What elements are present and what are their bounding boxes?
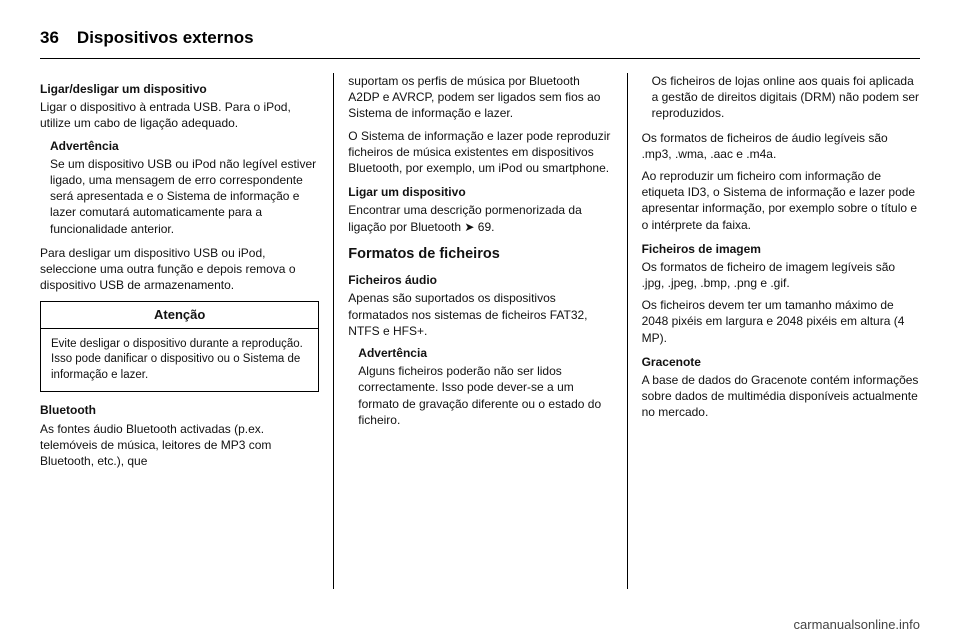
content-columns: Ligar/desligar um dispositivo Ligar o di… bbox=[40, 73, 920, 589]
caution-box: Atenção Evite desligar o dispositivo dur… bbox=[40, 301, 319, 392]
header-rule bbox=[40, 58, 920, 59]
manual-page: 36 Dispositivos externos Ligar/desligar … bbox=[0, 0, 960, 642]
paragraph: Encontrar uma descrição pormenorizada da… bbox=[348, 202, 612, 234]
paragraph: As fontes áudio Bluetooth activadas (p.e… bbox=[40, 421, 319, 470]
footer-source: carmanualsonline.info bbox=[794, 617, 920, 632]
text: . bbox=[491, 220, 494, 234]
paragraph: Para desligar um dispositivo USB ou iPod… bbox=[40, 245, 319, 294]
paragraph: Alguns ficheiros poderão não ser lidos c… bbox=[358, 363, 612, 428]
column-2: suportam os perfis de música por Bluetoo… bbox=[333, 73, 626, 589]
paragraph: Os ficheiros de lojas online aos quais f… bbox=[652, 73, 920, 122]
paragraph: Apenas são suportados os dispositivos fo… bbox=[348, 290, 612, 339]
page-title: Dispositivos externos bbox=[77, 28, 254, 48]
paragraph: Os formatos de ficheiros de áudio legíve… bbox=[642, 130, 920, 162]
note-block: Advertência Se um dispositivo USB ou iPo… bbox=[50, 138, 319, 237]
link-arrow-icon: ➤ bbox=[464, 220, 474, 234]
heading-advertencia: Advertência bbox=[50, 138, 319, 154]
page-number: 36 bbox=[40, 28, 59, 48]
page-ref-number: 69 bbox=[478, 220, 491, 234]
page-header: 36 Dispositivos externos bbox=[40, 28, 920, 48]
paragraph: O Sistema de informação e lazer pode rep… bbox=[348, 128, 612, 177]
paragraph: Se um dispositivo USB ou iPod não legíve… bbox=[50, 156, 319, 237]
heading-audio-files: Ficheiros áudio bbox=[348, 272, 612, 288]
heading-connect-bt-device: Ligar um dispositivo bbox=[348, 184, 612, 200]
column-1: Ligar/desligar um dispositivo Ligar o di… bbox=[40, 73, 333, 589]
heading-file-formats: Formatos de ficheiros bbox=[348, 245, 612, 265]
caution-box-body: Evite desligar o dispositivo durante a r… bbox=[41, 329, 318, 392]
caution-box-title: Atenção bbox=[41, 302, 318, 329]
page-reference-link[interactable]: ➤ 69 bbox=[464, 220, 491, 234]
paragraph: Os formatos de ficheiro de imagem legíve… bbox=[642, 259, 920, 291]
paragraph: Ligar o dispositivo à entrada USB. Para … bbox=[40, 99, 319, 131]
heading-connect-device: Ligar/desligar um dispositivo bbox=[40, 81, 319, 97]
heading-image-files: Ficheiros de imagem bbox=[642, 241, 920, 257]
paragraph: Os ficheiros devem ter um tamanho máximo… bbox=[642, 297, 920, 346]
paragraph: suportam os perfis de música por Bluetoo… bbox=[348, 73, 612, 122]
note-block: Advertência Alguns ficheiros poderão não… bbox=[358, 345, 612, 428]
column-3: Os ficheiros de lojas online aos quais f… bbox=[627, 73, 920, 589]
paragraph: Ao reproduzir um ficheiro com informação… bbox=[642, 168, 920, 233]
heading-advertencia: Advertência bbox=[358, 345, 612, 361]
heading-gracenote: Gracenote bbox=[642, 354, 920, 370]
heading-bluetooth: Bluetooth bbox=[40, 402, 319, 418]
note-continuation: Os ficheiros de lojas online aos quais f… bbox=[652, 73, 920, 122]
paragraph: A base de dados do Gracenote contém info… bbox=[642, 372, 920, 421]
